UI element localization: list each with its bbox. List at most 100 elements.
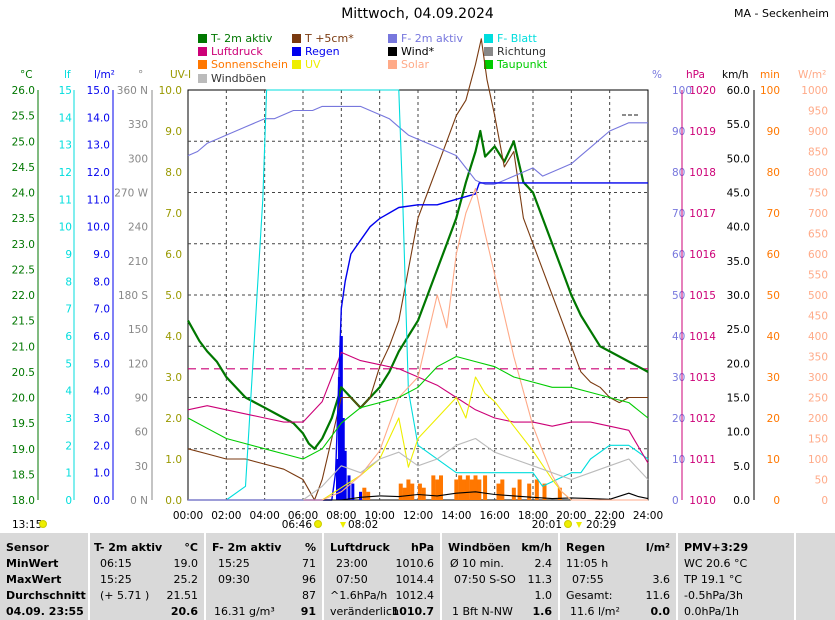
legend-item: Windböen (198, 72, 266, 85)
legend-label: Solar (401, 58, 430, 71)
y-tick-label: 8.0 (165, 167, 182, 179)
sunshine-bar (431, 475, 436, 500)
legend-swatch (292, 60, 301, 69)
y-tick-label: 22.5 (12, 264, 35, 276)
y-tick-label: 5.0 (93, 358, 110, 370)
legend-label: Taupunkt (497, 58, 548, 71)
pressure-max-time: 07:50 (336, 573, 368, 586)
y-tick-label: 1 (65, 468, 72, 480)
x-tick-label: 00:00 (173, 510, 203, 522)
y-tick-label: 22.0 (12, 290, 35, 302)
legend-item: F- Blatt (484, 32, 537, 45)
legend-swatch (388, 34, 397, 43)
rain-duration: 11:05 h (566, 557, 609, 570)
legend-swatch (198, 47, 207, 56)
axis-unit-label: UV-I (170, 69, 191, 81)
start-time-label: 13:15 (12, 519, 42, 531)
y-tick-label: 150 (808, 434, 828, 446)
f2m-abs-humidity: 16.31 g/m³ (214, 605, 275, 618)
sunshine-bar (410, 483, 415, 500)
rain-rate-bar (341, 418, 345, 500)
series-line (187, 355, 649, 460)
x-tick-label: 16:00 (480, 510, 510, 522)
rain-unit: l/m² (645, 541, 670, 554)
y-tick-label: 50 (767, 290, 780, 302)
t2m-avg-note: (+ 5.71 ) (100, 589, 150, 602)
gusts-column: Windböen km/h Ø 10 min. 2.4 07:50 S-SO 1… (440, 533, 560, 620)
sun-marker (314, 520, 322, 528)
y-tick-label: 60 (672, 249, 685, 261)
sunshine-bar (473, 475, 478, 500)
y-tick-label: 1014 (689, 331, 716, 343)
y-tick-label: 15 (59, 85, 72, 97)
y-tick-label: 7 (65, 304, 72, 316)
y-tick-label: 1019 (689, 126, 716, 138)
y-tick-label: 1020 (689, 85, 716, 97)
y-tick-label: 400 (808, 331, 828, 343)
y-tick-label: 19.0 (12, 444, 35, 456)
y-tick-label: 3.0 (165, 372, 182, 384)
rain-rate-bar (337, 377, 341, 500)
legend-swatch (292, 34, 301, 43)
pmv-pressure-3h: -0.5hPa/3h (684, 589, 743, 602)
y-tick-label: 4 (65, 386, 72, 398)
y-tick-label: 240 (128, 222, 148, 234)
sun-marker (564, 520, 572, 528)
y-tick-label: 6.0 (93, 331, 110, 343)
pressure-current-value: 1010.7 (391, 605, 434, 618)
sunset-label: 20:01 (532, 519, 562, 531)
y-tick-label: 270 W (114, 188, 148, 200)
y-tick-label: 0 (821, 495, 828, 507)
legend-swatch (484, 47, 493, 56)
pressure-column: Luftdruck hPa 23:00 1010.6 07:50 1014.4 … (322, 533, 442, 620)
y-tick-label: 90 (135, 393, 148, 405)
y-tick-label: 450 (808, 311, 828, 323)
sunshine-bar (477, 479, 482, 500)
y-tick-label: 20 (767, 413, 780, 425)
y-tick-label: 40.0 (727, 222, 750, 234)
rain-rate-bar (347, 475, 351, 500)
y-tick-label: 60 (767, 249, 780, 261)
y-tick-label: 12 (59, 167, 72, 179)
t2m-min-time: 06:15 (100, 557, 132, 570)
sunshine-bar (465, 475, 470, 500)
y-tick-label: 30 (135, 461, 148, 473)
sunshine-bar (542, 483, 547, 500)
legend-swatch (198, 34, 207, 43)
y-tick-label: 1018 (689, 167, 716, 179)
rain-rate-bar (359, 491, 362, 500)
rain-current-value: 0.0 (650, 605, 671, 618)
y-tick-label: 180 S (118, 290, 148, 302)
sunshine-bar (406, 479, 411, 500)
y-tick-label: 200 (808, 413, 828, 425)
y-tick-label: 0 (65, 495, 72, 507)
uv-end-label: 20:29 (586, 519, 616, 531)
t2m-current-value: 20.6 (170, 605, 198, 618)
series-line (188, 376, 648, 501)
sunshine-bar (454, 479, 459, 500)
x-tick-label: 04:00 (250, 510, 280, 522)
y-tick-label: 0.0 (93, 495, 110, 507)
gusts-max-value: 11.3 (527, 573, 553, 586)
y-tick-label: 25.0 (12, 136, 35, 148)
pressure-trend: ^1.6hPa/h (330, 589, 388, 602)
y-tick-label: 15.0 (87, 85, 110, 97)
y-tick-label: 50.0 (727, 153, 750, 165)
y-tick-label: 0 N (130, 495, 148, 507)
y-tick-label: 100 (808, 454, 828, 466)
y-tick-label: 18.0 (12, 495, 35, 507)
t2m-min-value: 19.0 (173, 557, 199, 570)
y-tick-label: 550 (808, 270, 828, 282)
series-line (187, 105, 648, 185)
y-tick-label: 7.0 (93, 304, 110, 316)
y-tick-label: 10.0 (159, 85, 182, 97)
y-tick-label: 6 (65, 331, 72, 343)
t2m-max-value: 25.2 (173, 573, 199, 586)
y-tick-label: 5.0 (733, 461, 750, 473)
axis-unit-label: min (760, 69, 780, 81)
y-tick-label: 2.0 (165, 413, 182, 425)
y-tick-label: 12.0 (87, 167, 110, 179)
summary-table: Sensor MinWert MaxWert Durchschnitt 04.0… (0, 533, 835, 620)
sunshine-bar (439, 475, 443, 500)
row-label-current: 04.09. 23:55 (6, 605, 84, 618)
